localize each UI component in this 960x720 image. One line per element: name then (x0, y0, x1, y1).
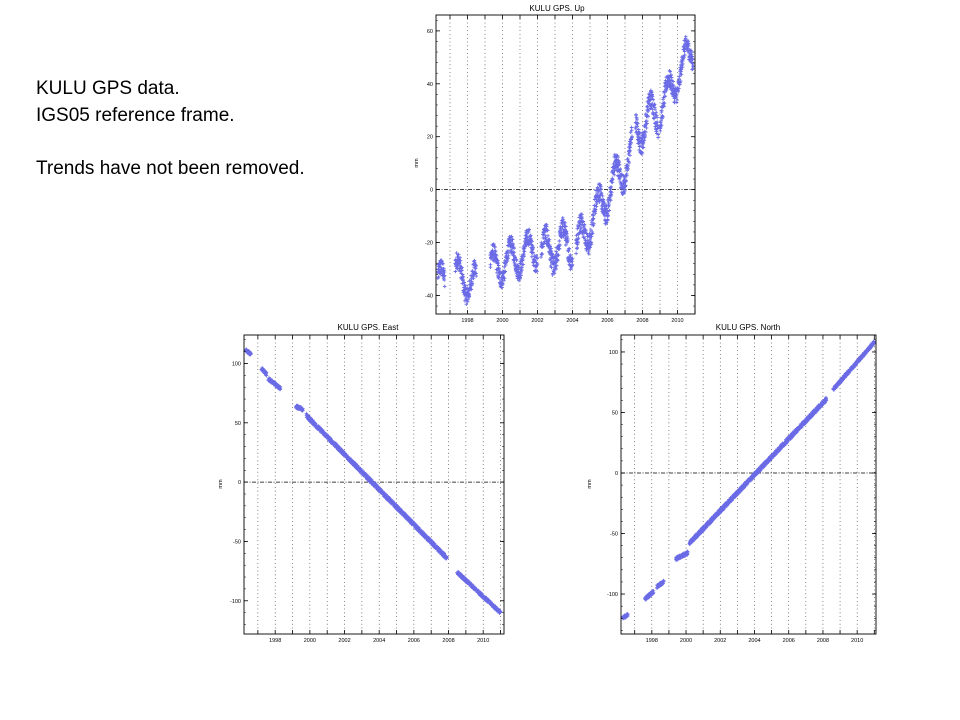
east-series-segment-1 (259, 366, 269, 378)
up-xtick-label: 2004 (566, 318, 578, 324)
caption: KULU GPS data. IGS05 reference frame. Tr… (36, 76, 305, 182)
east-series-segment-5 (455, 570, 503, 615)
north-series-segment-0 (620, 612, 630, 621)
east-ytick-label: 50 (235, 421, 241, 427)
east-ytick-label: -100 (230, 599, 241, 605)
east-xtick-label: 2000 (304, 638, 316, 644)
north-xtick-label: 1998 (646, 638, 658, 644)
east-series-segment-0 (243, 347, 253, 357)
east-ytick-label: -50 (233, 539, 241, 545)
north-series-segment-4 (687, 395, 829, 547)
up-chart-ylabel: mm (414, 158, 420, 168)
east-xtick-label: 2010 (477, 638, 489, 644)
east-ytick-label: 100 (232, 361, 241, 367)
up-ytick-label: -20 (425, 241, 433, 247)
caption-line-2: IGS05 reference frame. (36, 104, 235, 126)
north-ytick-label: 100 (609, 350, 618, 356)
north-series-segment-2 (655, 578, 666, 590)
up-xtick-label: 2006 (601, 318, 613, 324)
east-series-segment-2 (266, 376, 283, 392)
north-chart-title: KULU GPS. North (716, 323, 780, 332)
up-chart: KULU GPS. Up mm -40 -20 0 20 40 60 1998 2000 200… (414, 4, 696, 324)
up-xtick-label: 2000 (496, 318, 508, 324)
up-xtick-label: 2008 (636, 318, 648, 324)
north-plot-frame (620, 334, 877, 635)
east-xtick-label: 2002 (338, 638, 350, 644)
east-series-segment-3 (294, 403, 305, 413)
north-chart-ylabel: mm (587, 479, 593, 489)
up-series-segment-0 (435, 258, 447, 289)
east-xtick-label: 2008 (442, 638, 454, 644)
east-series-segment-4 (304, 411, 449, 561)
east-xtick-label: 1998 (269, 638, 281, 644)
east-plot-frame (243, 334, 505, 635)
up-xtick-label: 2010 (671, 318, 683, 324)
up-ytick-label: 40 (427, 82, 433, 88)
north-ytick-label: 0 (615, 471, 618, 477)
east-chart-title: KULU GPS. East (338, 323, 400, 332)
up-series-segment-5 (633, 88, 661, 156)
north-xtick-label: 2010 (851, 638, 863, 644)
north-series-segment-5 (831, 339, 877, 392)
north-xtick-label: 2006 (783, 638, 795, 644)
north-ytick-label: -100 (607, 592, 618, 598)
east-ytick-label: 0 (238, 480, 241, 486)
north-xtick-label: 2004 (748, 638, 760, 644)
up-ytick-label: -40 (425, 293, 433, 299)
up-series-segment-6 (658, 34, 696, 133)
north-xtick-label: 2002 (714, 638, 726, 644)
east-chart-ylabel: mm (218, 479, 224, 489)
up-series-segment-3 (539, 216, 575, 277)
east-xtick-label: 2004 (373, 638, 385, 644)
up-series-segment-1 (453, 251, 478, 306)
up-series-segment-2 (488, 227, 540, 290)
up-ytick-label: 60 (427, 29, 433, 35)
up-plot-frame (435, 14, 696, 315)
north-series-segment-1 (643, 589, 656, 602)
up-xtick-label: 2002 (531, 318, 543, 324)
up-xtick-label: 1998 (461, 318, 473, 324)
east-chart: KULU GPS. East mm -100 -50 0 50 100 1998 2000 2… (218, 323, 505, 644)
north-xtick-label: 2000 (680, 638, 692, 644)
north-ytick-label: 50 (612, 410, 618, 416)
north-chart: KULU GPS. North mm -100 -50 0 50 100 1998 2000… (587, 323, 877, 644)
up-chart-title: KULU GPS. Up (529, 4, 585, 13)
north-xtick-label: 2008 (817, 638, 829, 644)
north-series-segment-3 (674, 549, 690, 562)
up-series-segment-4 (574, 125, 634, 256)
north-ytick-label: -50 (610, 532, 618, 538)
east-xtick-label: 2006 (408, 638, 420, 644)
caption-line-1: KULU GPS data. (36, 78, 180, 99)
up-ytick-label: 0 (430, 188, 433, 194)
caption-line-4: Trends have not been removed. (36, 157, 305, 179)
up-ytick-label: 20 (427, 135, 433, 141)
